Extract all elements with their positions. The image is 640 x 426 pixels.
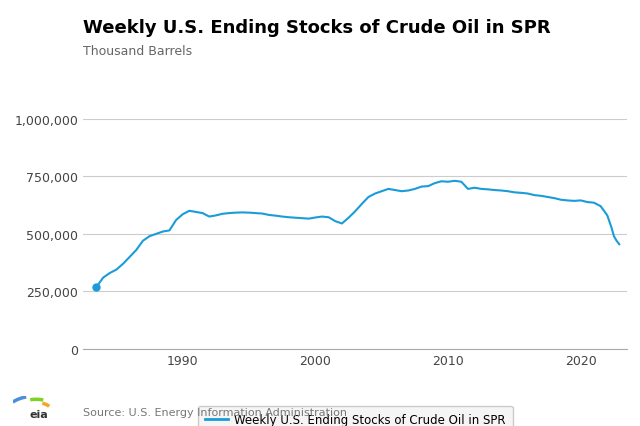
Text: Weekly U.S. Ending Stocks of Crude Oil in SPR: Weekly U.S. Ending Stocks of Crude Oil i…: [83, 19, 551, 37]
Text: Thousand Barrels: Thousand Barrels: [83, 45, 193, 58]
Legend: Weekly U.S. Ending Stocks of Crude Oil in SPR: Weekly U.S. Ending Stocks of Crude Oil i…: [198, 406, 513, 426]
Text: eia: eia: [29, 409, 48, 419]
Text: Source: U.S. Energy Information Administration: Source: U.S. Energy Information Administ…: [83, 407, 347, 417]
